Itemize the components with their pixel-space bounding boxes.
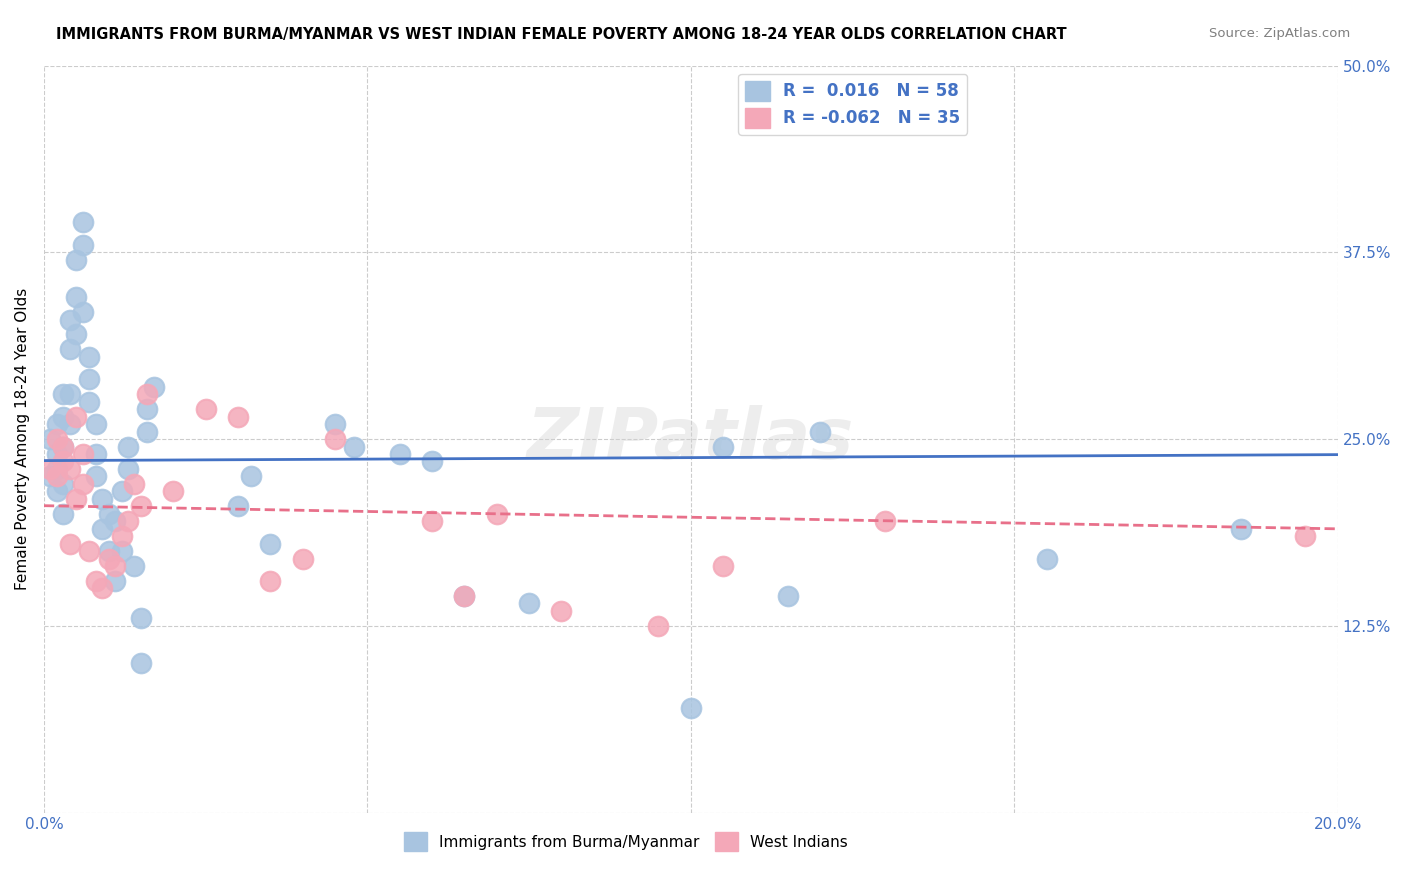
Point: [84, 447, 107, 461]
Point: [388, 447, 411, 461]
Text: ZIPatlas: ZIPatlas: [527, 405, 855, 474]
Point: [226, 409, 249, 424]
Point: [117, 514, 139, 528]
Point: [59, 417, 82, 431]
Point: [45, 462, 67, 476]
Point: [259, 574, 281, 588]
Point: [39, 462, 62, 476]
Point: [72, 215, 94, 229]
Point: [420, 514, 443, 528]
Point: [59, 312, 82, 326]
Point: [259, 536, 281, 550]
Point: [59, 343, 82, 357]
Point: [162, 484, 184, 499]
Point: [323, 432, 346, 446]
Point: [485, 507, 508, 521]
Point: [647, 619, 669, 633]
Point: [194, 402, 217, 417]
Point: [52, 454, 75, 468]
Point: [136, 425, 159, 439]
Point: [550, 604, 572, 618]
Point: [142, 380, 165, 394]
Point: [420, 454, 443, 468]
Point: [711, 559, 734, 574]
Point: [45, 447, 67, 461]
Point: [97, 551, 120, 566]
Point: [124, 476, 146, 491]
Point: [239, 469, 262, 483]
Point: [59, 536, 82, 550]
Point: [104, 514, 127, 528]
Point: [129, 656, 152, 670]
Point: [52, 440, 75, 454]
Point: [873, 514, 896, 528]
Point: [117, 440, 139, 454]
Point: [45, 469, 67, 483]
Point: [136, 387, 159, 401]
Point: [65, 491, 87, 506]
Point: [77, 394, 100, 409]
Point: [65, 252, 87, 267]
Point: [39, 469, 62, 483]
Point: [453, 589, 475, 603]
Point: [776, 589, 799, 603]
Point: [117, 462, 139, 476]
Point: [808, 425, 831, 439]
Y-axis label: Female Poverty Among 18-24 Year Olds: Female Poverty Among 18-24 Year Olds: [15, 288, 30, 591]
Point: [72, 238, 94, 252]
Point: [77, 350, 100, 364]
Point: [129, 611, 152, 625]
Point: [91, 582, 114, 596]
Point: [84, 417, 107, 431]
Point: [343, 440, 366, 454]
Point: [52, 507, 75, 521]
Point: [124, 559, 146, 574]
Point: [136, 402, 159, 417]
Point: [59, 462, 82, 476]
Point: [711, 440, 734, 454]
Point: [1035, 551, 1057, 566]
Point: [91, 491, 114, 506]
Point: [52, 476, 75, 491]
Point: [323, 417, 346, 431]
Point: [679, 701, 702, 715]
Point: [104, 574, 127, 588]
Point: [84, 469, 107, 483]
Point: [65, 290, 87, 304]
Point: [77, 544, 100, 558]
Point: [110, 544, 132, 558]
Point: [39, 432, 62, 446]
Point: [453, 589, 475, 603]
Point: [291, 551, 314, 566]
Point: [72, 447, 94, 461]
Point: [45, 432, 67, 446]
Point: [45, 484, 67, 499]
Point: [91, 522, 114, 536]
Point: [110, 484, 132, 499]
Point: [517, 596, 540, 610]
Point: [104, 559, 127, 574]
Point: [45, 417, 67, 431]
Point: [226, 500, 249, 514]
Point: [59, 387, 82, 401]
Point: [72, 476, 94, 491]
Point: [84, 574, 107, 588]
Point: [65, 327, 87, 342]
Point: [97, 507, 120, 521]
Point: [77, 372, 100, 386]
Point: [1294, 529, 1316, 543]
Point: [65, 409, 87, 424]
Legend: R =  0.016   N = 58, R = -0.062   N = 35: R = 0.016 N = 58, R = -0.062 N = 35: [738, 74, 967, 135]
Point: [52, 409, 75, 424]
Point: [110, 529, 132, 543]
Text: Source: ZipAtlas.com: Source: ZipAtlas.com: [1209, 27, 1350, 40]
Point: [97, 544, 120, 558]
Point: [52, 387, 75, 401]
Text: IMMIGRANTS FROM BURMA/MYANMAR VS WEST INDIAN FEMALE POVERTY AMONG 18-24 YEAR OLD: IMMIGRANTS FROM BURMA/MYANMAR VS WEST IN…: [56, 27, 1067, 42]
Point: [52, 440, 75, 454]
Point: [1229, 522, 1251, 536]
Point: [129, 500, 152, 514]
Point: [72, 305, 94, 319]
